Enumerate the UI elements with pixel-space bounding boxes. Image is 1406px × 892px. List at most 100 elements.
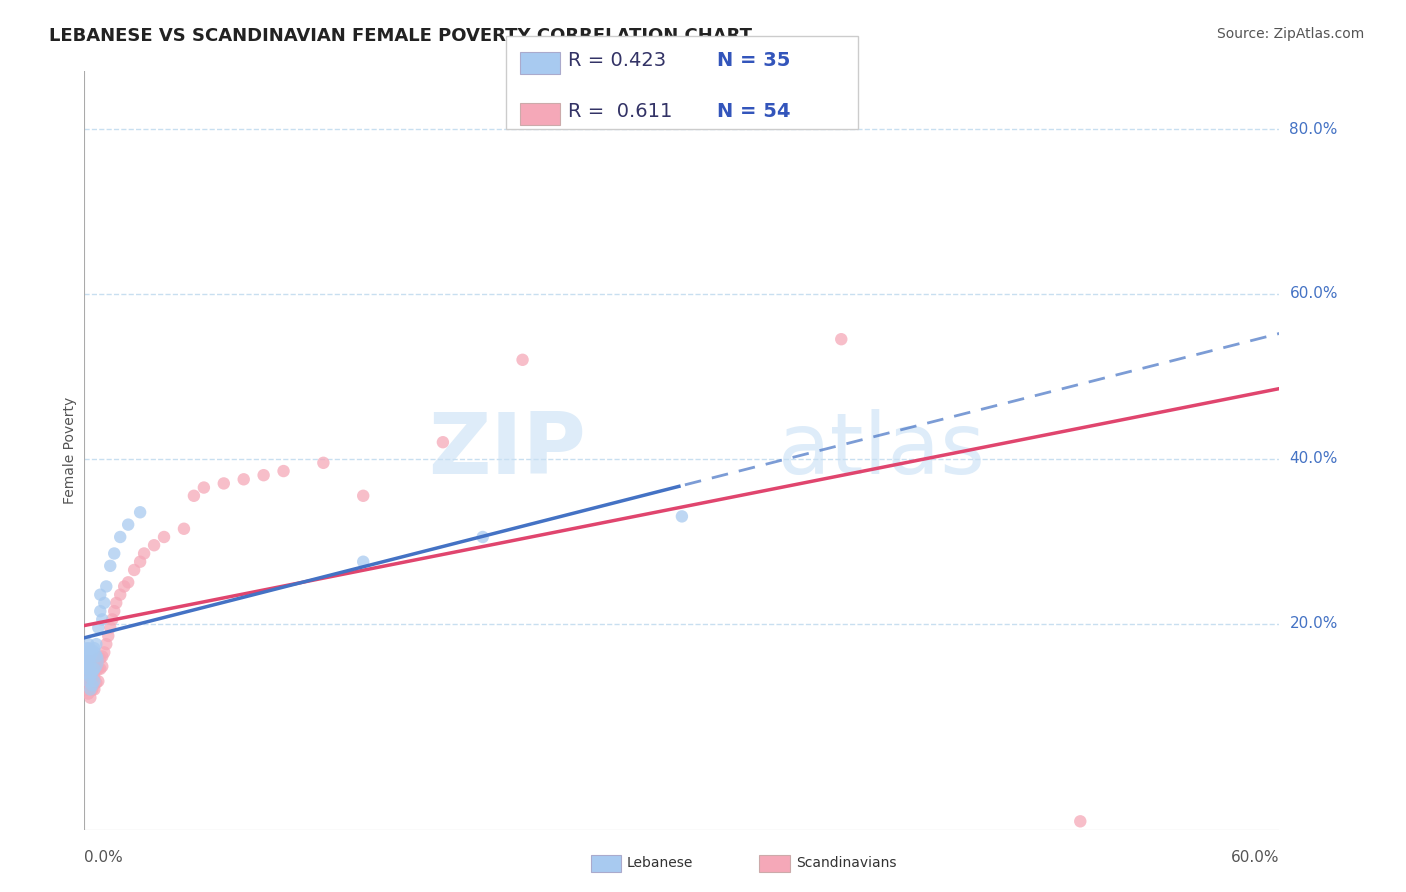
Point <box>312 456 335 470</box>
Point <box>83 670 105 684</box>
Point <box>103 546 125 560</box>
Point <box>132 546 156 560</box>
Text: Source: ZipAtlas.com: Source: ZipAtlas.com <box>1216 27 1364 41</box>
Point <box>671 509 693 524</box>
Text: N = 54: N = 54 <box>717 102 790 121</box>
Point <box>212 476 235 491</box>
Point <box>75 670 97 684</box>
Point <box>183 489 205 503</box>
Point <box>77 662 100 676</box>
Point <box>105 596 128 610</box>
Point <box>98 558 121 573</box>
Point <box>352 489 374 503</box>
Point <box>103 604 125 618</box>
Point <box>96 637 118 651</box>
Point <box>75 654 97 668</box>
Point <box>86 662 108 676</box>
Point <box>87 662 110 676</box>
Point <box>86 676 108 690</box>
Point <box>93 645 115 659</box>
Text: 20.0%: 20.0% <box>1289 616 1337 631</box>
Point <box>75 682 97 697</box>
Point <box>512 352 534 367</box>
Point <box>193 481 215 495</box>
Text: R = 0.423: R = 0.423 <box>568 51 666 70</box>
Point <box>82 670 104 684</box>
Point <box>79 670 101 684</box>
Point <box>89 604 111 618</box>
Point <box>75 662 97 676</box>
Point <box>129 555 152 569</box>
Point <box>77 637 100 651</box>
Point <box>117 575 139 590</box>
Point <box>110 588 132 602</box>
Text: atlas: atlas <box>778 409 986 492</box>
Point <box>87 674 110 689</box>
Point <box>89 651 111 665</box>
Point <box>232 472 254 486</box>
Text: Lebanese: Lebanese <box>627 856 693 871</box>
Point <box>98 621 121 635</box>
Point <box>82 645 104 659</box>
Text: 80.0%: 80.0% <box>1289 121 1337 136</box>
Point <box>82 678 104 692</box>
Point <box>77 654 100 668</box>
Point <box>83 674 105 689</box>
Text: 60.0%: 60.0% <box>1232 850 1279 865</box>
Point <box>101 612 124 626</box>
Point <box>153 530 176 544</box>
Point <box>830 332 852 346</box>
Text: 0.0%: 0.0% <box>84 850 124 865</box>
Point <box>75 645 97 659</box>
Point <box>91 649 114 664</box>
Text: Scandinavians: Scandinavians <box>796 856 896 871</box>
Point <box>432 435 454 450</box>
Point <box>77 662 100 676</box>
Point <box>91 659 114 673</box>
Text: N = 35: N = 35 <box>717 51 790 70</box>
Point <box>129 505 152 519</box>
Point <box>79 678 101 692</box>
Point <box>87 621 110 635</box>
Point <box>122 563 145 577</box>
Point <box>75 662 97 676</box>
Point <box>143 538 166 552</box>
Point <box>79 657 101 672</box>
Point <box>110 530 132 544</box>
Point <box>1069 814 1091 829</box>
Text: ZIP: ZIP <box>429 409 586 492</box>
Text: LEBANESE VS SCANDINAVIAN FEMALE POVERTY CORRELATION CHART: LEBANESE VS SCANDINAVIAN FEMALE POVERTY … <box>49 27 752 45</box>
Text: R =  0.611: R = 0.611 <box>568 102 672 121</box>
Point <box>173 522 195 536</box>
Point <box>79 659 101 673</box>
Point <box>77 674 100 689</box>
Point <box>77 687 100 701</box>
Point <box>82 665 104 680</box>
Text: 60.0%: 60.0% <box>1289 286 1339 301</box>
Point <box>79 690 101 705</box>
Point <box>83 654 105 668</box>
Point <box>253 468 276 483</box>
Point <box>75 654 97 668</box>
Point <box>112 579 135 593</box>
Y-axis label: Female Poverty: Female Poverty <box>63 397 77 504</box>
Point <box>89 588 111 602</box>
Point <box>83 662 105 676</box>
Point <box>91 612 114 626</box>
Point <box>87 651 110 665</box>
Point <box>117 517 139 532</box>
Point <box>82 682 104 697</box>
Point <box>93 596 115 610</box>
Point <box>86 649 108 664</box>
Point <box>89 662 111 676</box>
Point <box>273 464 295 478</box>
Point <box>83 682 105 697</box>
Text: 40.0%: 40.0% <box>1289 451 1337 467</box>
Point <box>79 670 101 684</box>
Point <box>471 530 494 544</box>
Point <box>97 629 120 643</box>
Point <box>75 649 97 664</box>
Point <box>86 637 108 651</box>
Point <box>77 654 100 668</box>
Point <box>83 641 105 656</box>
